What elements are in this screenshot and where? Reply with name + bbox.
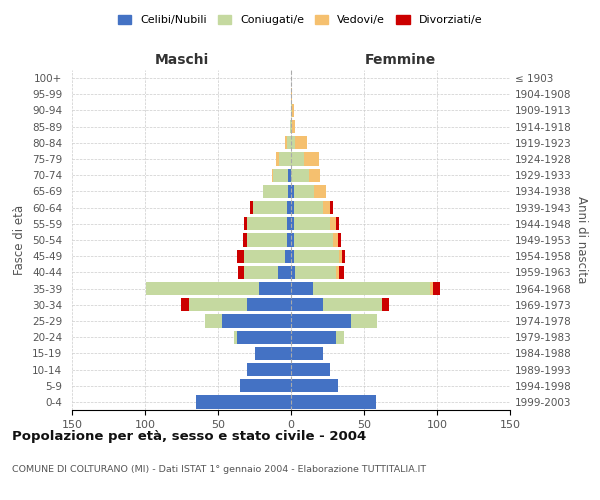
Bar (205, 314, 223, 328)
Bar (351, 314, 377, 328)
Bar (291, 234, 294, 246)
Bar (314, 185, 326, 198)
Bar (259, 282, 291, 295)
Bar (237, 330, 291, 344)
Bar (244, 217, 247, 230)
Bar (336, 217, 339, 230)
Bar (290, 120, 291, 134)
Bar (244, 250, 285, 263)
Bar (244, 266, 278, 279)
Bar (294, 185, 314, 198)
Bar (291, 282, 313, 295)
Bar (338, 234, 341, 246)
Bar (433, 282, 440, 295)
Bar (323, 201, 331, 214)
Bar (308, 168, 320, 182)
Bar (253, 201, 287, 214)
Bar (285, 136, 287, 149)
Bar (291, 88, 292, 101)
Text: Popolazione per età, sesso e stato civile - 2004: Popolazione per età, sesso e stato civil… (12, 430, 366, 443)
Bar (291, 152, 304, 166)
Bar (294, 201, 323, 214)
Bar (240, 379, 291, 392)
Bar (291, 136, 295, 149)
Bar (313, 282, 430, 295)
Bar (430, 282, 433, 295)
Bar (287, 136, 291, 149)
Bar (304, 152, 319, 166)
Bar (294, 217, 331, 230)
Bar (292, 120, 295, 134)
Bar (294, 250, 339, 263)
Bar (274, 168, 288, 182)
Bar (181, 298, 189, 312)
Y-axis label: Fasce di età: Fasce di età (13, 205, 26, 275)
Bar (146, 282, 259, 295)
Bar (234, 330, 237, 344)
Y-axis label: Anni di nascita: Anni di nascita (575, 196, 588, 284)
Bar (291, 346, 323, 360)
Bar (331, 217, 336, 230)
Bar (342, 250, 345, 263)
Bar (247, 363, 291, 376)
Bar (291, 298, 323, 312)
Bar (272, 168, 274, 182)
Bar (287, 234, 291, 246)
Bar (291, 379, 338, 392)
Bar (382, 298, 389, 312)
Bar (291, 201, 294, 214)
Bar (291, 314, 351, 328)
Bar (291, 104, 292, 117)
Bar (336, 266, 339, 279)
Bar (288, 185, 291, 198)
Bar (247, 298, 291, 312)
Bar (287, 201, 291, 214)
Bar (291, 396, 376, 408)
Bar (291, 185, 294, 198)
Bar (285, 250, 291, 263)
Bar (243, 234, 247, 246)
Bar (291, 250, 294, 263)
Bar (291, 266, 295, 279)
Bar (277, 152, 280, 166)
Bar (331, 201, 334, 214)
Bar (339, 266, 344, 279)
Bar (291, 363, 331, 376)
Bar (334, 234, 338, 246)
Bar (238, 266, 244, 279)
Text: COMUNE DI COLTURANO (MI) - Dati ISTAT 1° gennaio 2004 - Elaborazione TUTTITALIA.: COMUNE DI COLTURANO (MI) - Dati ISTAT 1°… (12, 465, 426, 474)
Bar (339, 250, 342, 263)
Bar (323, 298, 382, 312)
Bar (291, 120, 292, 134)
Bar (295, 266, 336, 279)
Bar (287, 217, 291, 230)
Bar (336, 330, 344, 344)
Bar (291, 330, 336, 344)
Bar (294, 234, 334, 246)
Bar (247, 217, 287, 230)
Bar (291, 168, 308, 182)
Bar (254, 346, 291, 360)
Text: Femmine: Femmine (365, 53, 436, 67)
Bar (280, 152, 291, 166)
Bar (278, 266, 291, 279)
Bar (288, 168, 291, 182)
Bar (237, 250, 244, 263)
Bar (250, 201, 253, 214)
Text: Maschi: Maschi (154, 53, 209, 67)
Legend: Celibi/Nubili, Coniugati/e, Vedovi/e, Divorziati/e: Celibi/Nubili, Coniugati/e, Vedovi/e, Di… (113, 10, 487, 30)
Bar (292, 104, 294, 117)
Bar (295, 136, 307, 149)
Bar (223, 314, 291, 328)
Bar (291, 217, 294, 230)
Bar (263, 185, 288, 198)
Bar (247, 234, 287, 246)
Bar (189, 298, 247, 312)
Bar (196, 396, 291, 408)
